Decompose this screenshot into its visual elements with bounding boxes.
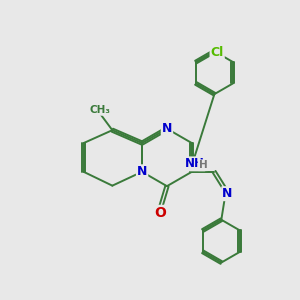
- Text: Cl: Cl: [211, 46, 224, 59]
- Text: N: N: [222, 187, 233, 200]
- Text: CH₃: CH₃: [89, 105, 110, 115]
- Text: O: O: [154, 206, 166, 220]
- Text: H: H: [199, 160, 207, 170]
- Text: NH: NH: [185, 158, 205, 170]
- Text: N: N: [137, 165, 147, 178]
- Text: N: N: [162, 122, 172, 135]
